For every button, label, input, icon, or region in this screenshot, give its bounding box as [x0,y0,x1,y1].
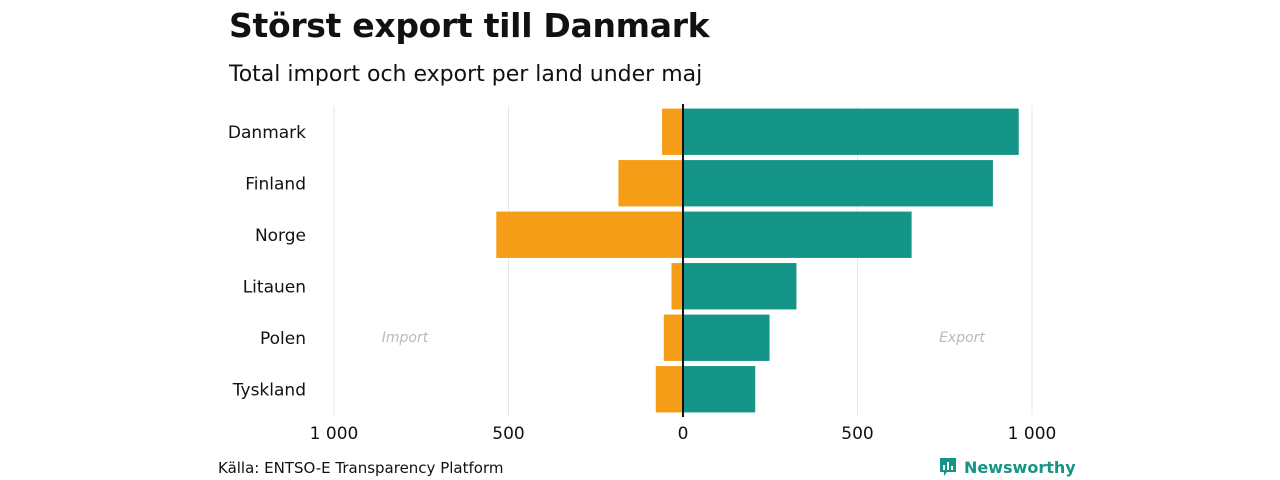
chart-title: Störst export till Danmark [229,6,710,45]
bar-export-danmark [683,108,1019,155]
bars [496,108,1019,413]
category-label: Finland [245,174,306,194]
bar-import-norge [496,211,683,258]
category-label: Polen [260,329,306,349]
bar-import-finland [618,160,683,207]
bar-export-litauen [683,263,797,310]
category-label: Norge [255,226,306,246]
category-label: Danmark [228,123,306,143]
x-tick-label: 1 000 [1008,424,1057,444]
bar-export-polen [683,314,770,361]
x-tick-label: 0 [678,424,689,444]
brand-name: Newsworthy [964,457,1076,477]
bar-import-tyskland [655,366,683,413]
labels: 1 000 500 0 500 1 000 Danmark Finland Norge Lita… [228,123,1056,444]
chart-subtitle: Total import och export per land under m… [229,62,703,87]
newsworthy-logo-icon [940,458,956,476]
import-side-label: Import [382,330,429,346]
bar-export-norge [683,211,912,258]
x-tick-label: 500 [841,424,873,444]
category-label: Tyskland [232,380,306,400]
x-tick-label: 500 [492,424,524,444]
grid-lines [333,106,1033,415]
bar-export-finland [683,160,993,207]
x-tick-label: 1 000 [310,424,359,444]
brand-logo: Newsworthy [938,456,1076,478]
export-side-label: Export [939,330,985,346]
source-note: Källa: ENTSO-E Transparency Platform [218,459,504,477]
category-label: Litauen [243,277,306,297]
bar-import-polen [663,314,683,361]
bar-import-danmark [662,108,683,155]
bar-import-litauen [671,263,683,310]
bar-export-tyskland [683,366,756,413]
